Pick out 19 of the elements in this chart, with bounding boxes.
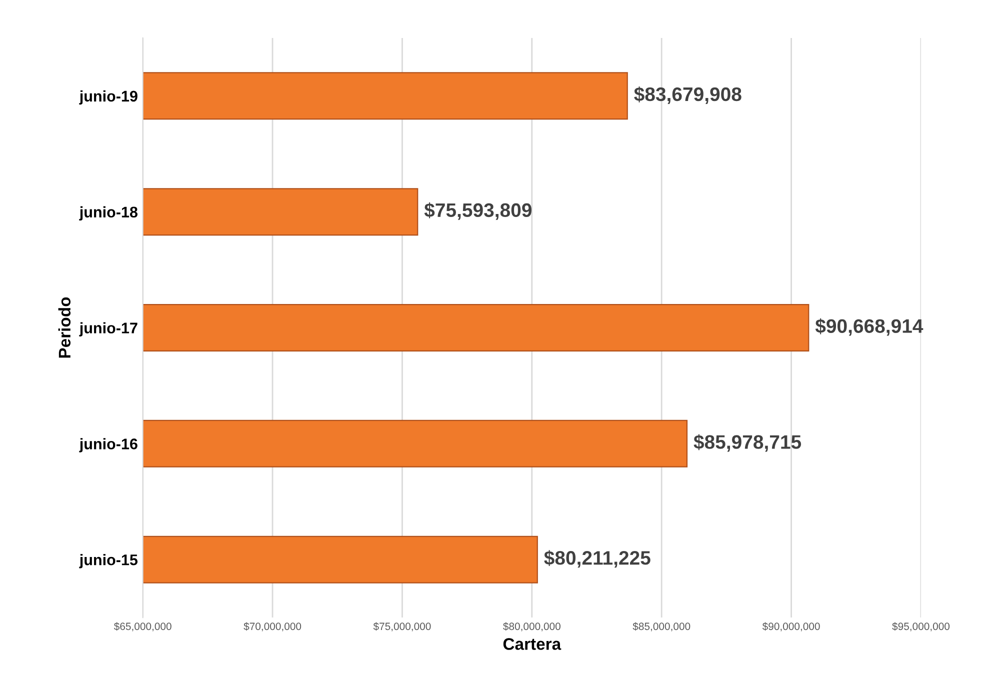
x-tick-label: $65,000,000 (114, 622, 172, 632)
data-label: $85,978,715 (694, 434, 802, 452)
y-tick-label: junio-19 (79, 90, 138, 105)
y-axis-title: Periodo (58, 297, 71, 358)
x-tick-label: $85,000,000 (632, 622, 690, 632)
x-tick-label: $70,000,000 (244, 622, 302, 632)
y-tick-label: junio-18 (79, 206, 138, 221)
x-tick-label: $75,000,000 (373, 622, 431, 632)
y-tick-label: junio-17 (79, 322, 138, 336)
x-tick-label: $95,000,000 (892, 622, 950, 632)
y-tick-label: junio-16 (79, 438, 138, 452)
data-label: $75,593,809 (424, 202, 532, 220)
data-label: $90,668,914 (815, 318, 924, 336)
data-label: $80,211,225 (544, 550, 650, 568)
x-axis-title: Cartera (503, 638, 562, 650)
y-tick-label: junio-15 (79, 554, 138, 568)
x-tick-label: $90,000,000 (762, 622, 820, 632)
data-label: $83,679,908 (634, 86, 742, 104)
x-tick-label: $80,000,000 (503, 622, 560, 632)
